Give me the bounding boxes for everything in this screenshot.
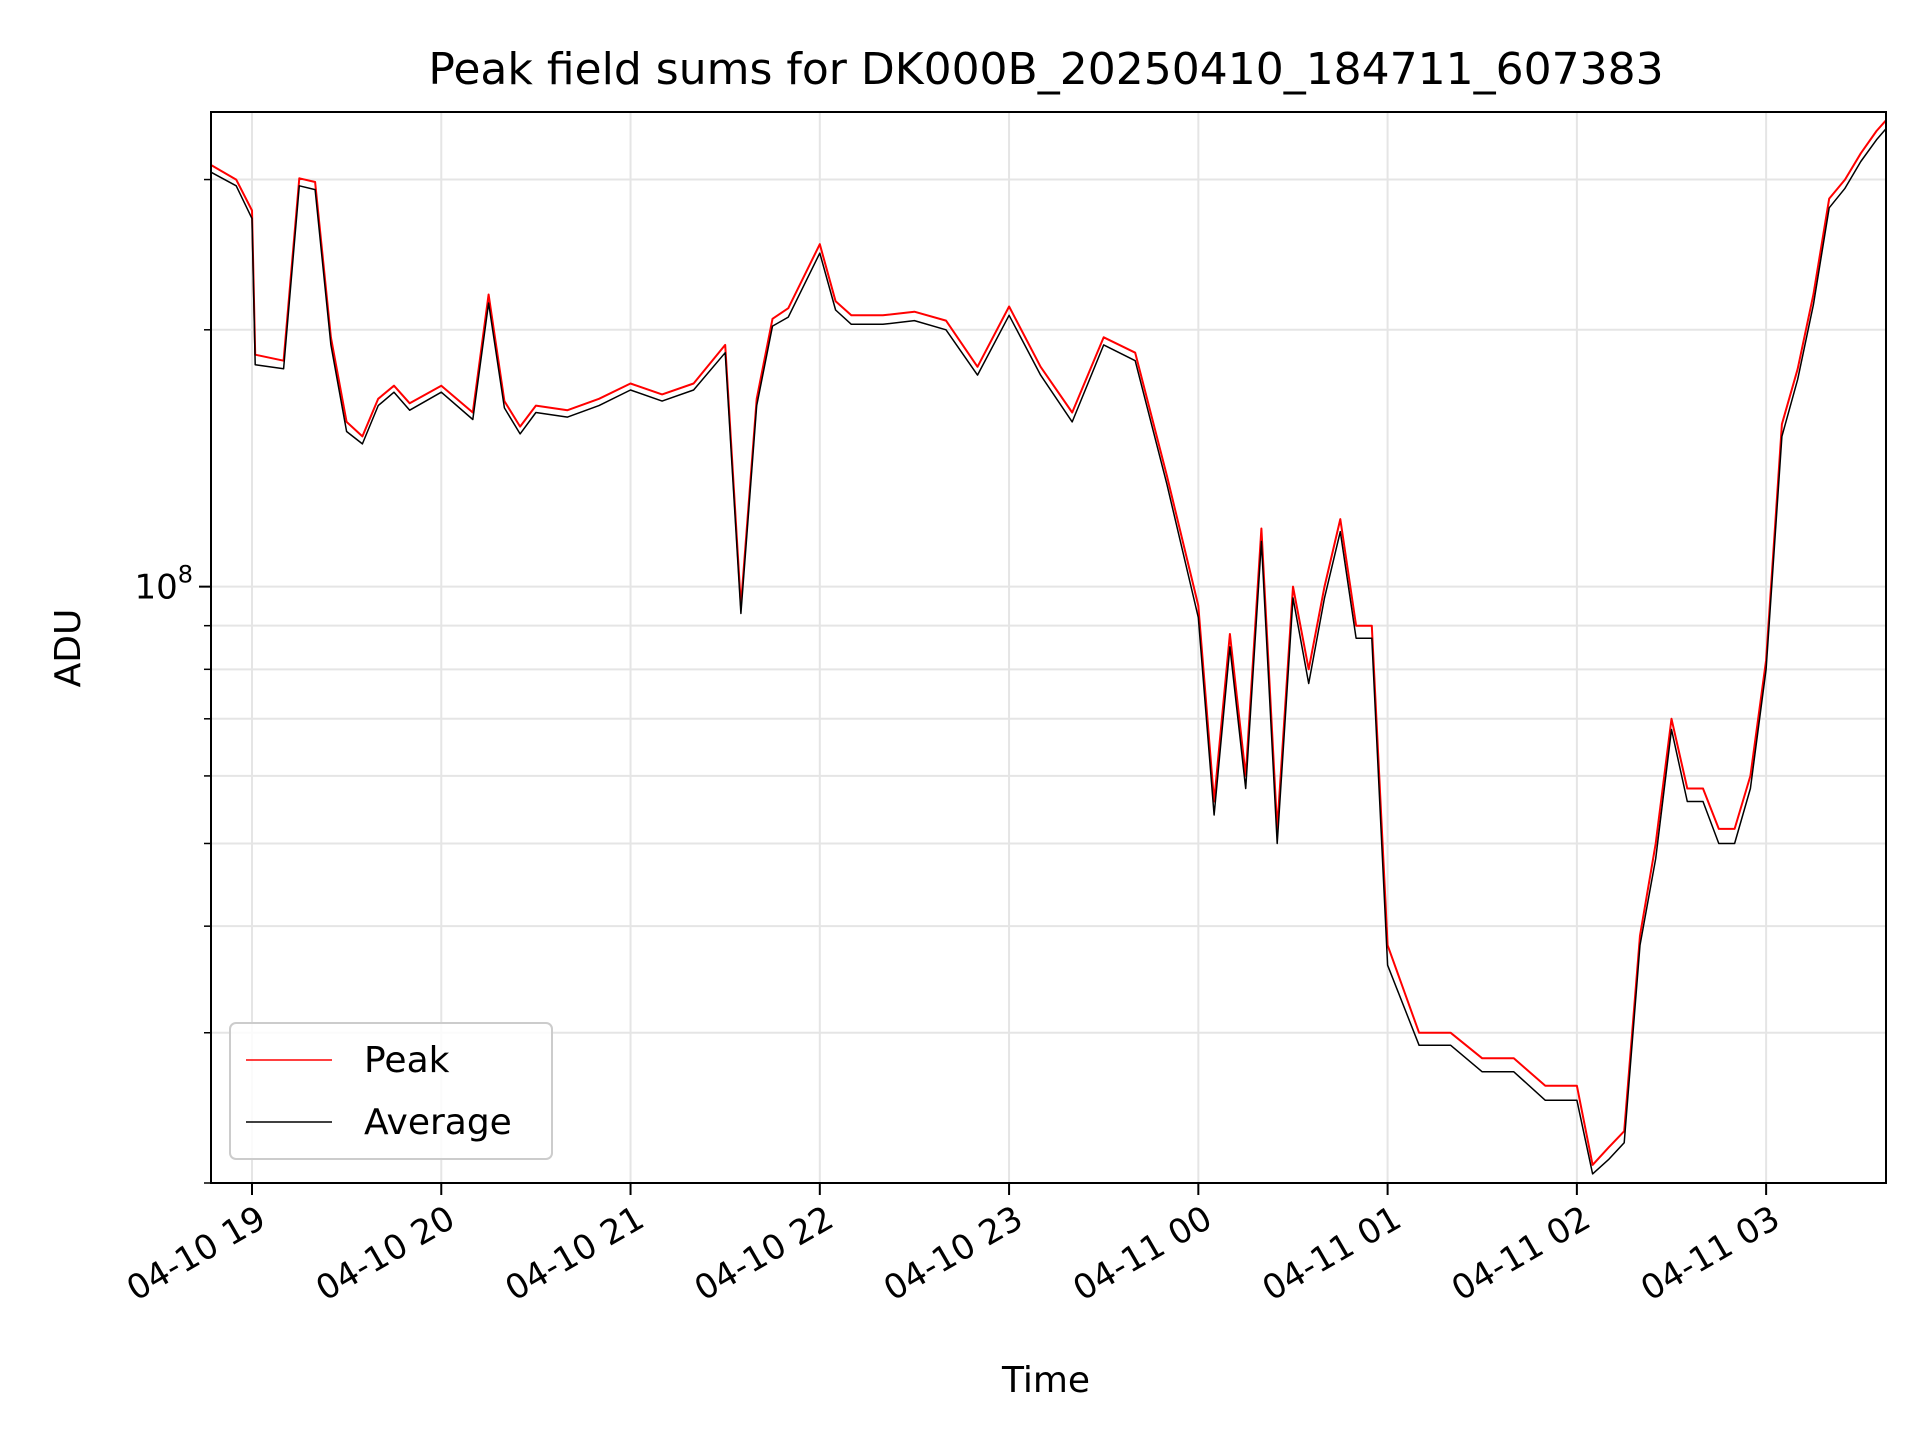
series-line-peak	[210, 119, 1887, 1166]
y-axis-label: ADU	[48, 609, 89, 688]
plot-frame	[210, 111, 1887, 1184]
series-layer	[210, 119, 1887, 1175]
legend-box	[229, 1022, 553, 1160]
x-axis-label: Time	[1001, 1360, 1090, 1401]
legend-peak-label: Peak	[364, 1040, 450, 1081]
y-tick-label: 108	[134, 561, 193, 608]
series-line-average	[210, 128, 1887, 1175]
legend: Peak Average	[229, 1022, 553, 1160]
y-ticks: 108	[134, 178, 211, 1184]
chart-title: Peak field sums for DK000B_20250410_1847…	[428, 44, 1663, 95]
legend-average-label: Average	[364, 1102, 512, 1143]
